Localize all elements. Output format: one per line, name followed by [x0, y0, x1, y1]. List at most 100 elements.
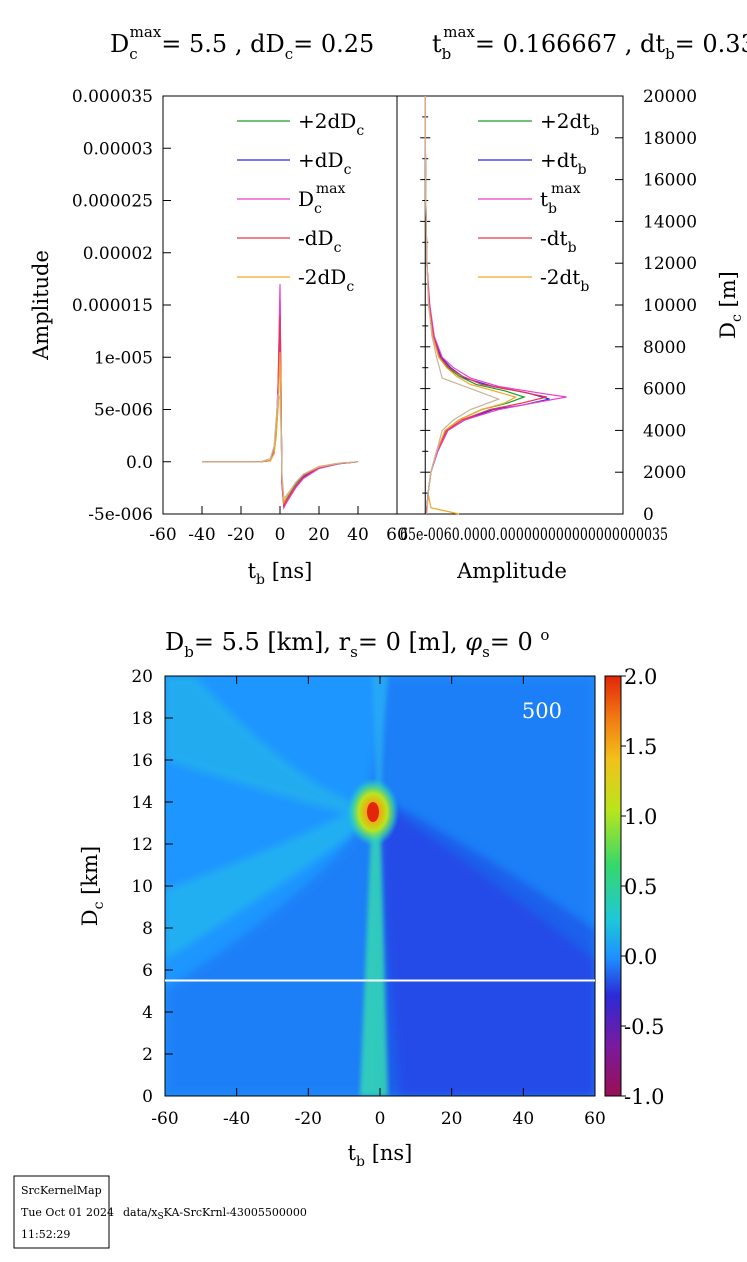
- left-y-tick-label: 0.000025: [72, 192, 153, 212]
- legend-entry: +2dtb: [540, 109, 599, 139]
- colorbar-tick-label: 0.5: [624, 875, 657, 899]
- footer-stamp-box: [13, 1175, 110, 1249]
- right-panel-x-ticks-label: 65e-0060.0000.000000000000000000035: [400, 525, 668, 545]
- heatmap-x-tick-label: -40: [223, 1109, 250, 1129]
- right-y-tick-label: 18000: [643, 129, 697, 149]
- heatmap-x-tick-label: 40: [513, 1109, 535, 1129]
- right-series-line: [424, 96, 518, 515]
- legend-entry: +dDc: [298, 148, 352, 178]
- left-x-tick-label: -40: [188, 525, 215, 545]
- heatmap-y-tick-label: 16: [131, 751, 153, 771]
- left-y-tick-label: 0.0: [126, 453, 153, 473]
- left-series-line: [202, 393, 359, 500]
- heatmap-y-tick-label: 8: [142, 919, 153, 939]
- right-y-tick-label: 2000: [643, 463, 686, 483]
- heatmap-ylabel: Dc [km]: [78, 846, 107, 926]
- left-panel-xlabel: tb [ns]: [248, 559, 313, 588]
- heatmap-y-tick-label: 0: [142, 1087, 153, 1107]
- left-y-tick-label: 0.000035: [72, 87, 153, 107]
- colorbar-ticks: -1.0 -0.5 0.0 0.5 1.0 1.5 2.0: [621, 665, 665, 1109]
- heatmap-x-tick-label: 0: [375, 1109, 386, 1129]
- bottom-title: Db= 5.5 [km], rs= 0 [m], φs= 0 o: [165, 626, 549, 661]
- right-y-tick-label: 16000: [643, 171, 697, 191]
- right-series-line: [424, 96, 547, 515]
- right-panel-ylabel: Dc [m]: [716, 271, 745, 339]
- left-y-tick-label: 0.00002: [83, 244, 153, 264]
- kernel-map: 500 -60 -40 -20 0 20 40 60 0 2 4 6 8 10 12 14 16 18 20 t…: [78, 665, 665, 1170]
- right-panel-frame: [396, 95, 624, 515]
- left-panel-y-ticks: -5e-006 0.0 5e-006 1e-005 0.000015 0.00002 0.0…: [72, 87, 171, 525]
- colorbar-tick-label: -0.5: [624, 1015, 665, 1039]
- legend-entry: -dtb: [540, 226, 577, 256]
- left-panel-ylabel: Amplitude: [29, 250, 53, 361]
- right-y-tick-label: 8000: [643, 338, 686, 358]
- top-title: Dcmax= 5.5 , dDc= 0.25 tbmax= 0.166667 ,…: [110, 23, 747, 63]
- heatmap-y-tick-label: 14: [131, 793, 153, 813]
- legend-entry: -dDc: [298, 226, 342, 256]
- left-x-tick-label: 0: [275, 525, 286, 545]
- left-panel-x-ticks: -60 -40 -20 0 20 40 60: [149, 506, 408, 545]
- left-panel-series: [202, 284, 359, 510]
- legend-entry: -2dtb: [540, 265, 589, 295]
- heatmap-x-ticks: -60 -40 -20 0 20 40 60: [151, 676, 606, 1129]
- top-title-left: Dcmax= 5.5 , dDc= 0.25: [110, 23, 374, 63]
- colorbar-tick-label: 1.5: [624, 735, 657, 759]
- left-x-tick-label: -60: [149, 525, 176, 545]
- right-panel-xlabel: Amplitude: [456, 559, 567, 583]
- top-title-right: tbmax= 0.166667 , dtb= 0.33: [432, 23, 747, 63]
- right-series-line: [424, 96, 526, 515]
- heatmap-x-tick-label: -20: [295, 1109, 322, 1129]
- heatmap-y-tick-label: 20: [131, 667, 153, 687]
- left-x-tick-label: 60: [386, 525, 408, 545]
- right-panel-series: [424, 96, 567, 515]
- left-panel: -5e-006 0.0 5e-006 1e-005 0.000015 0.00002 0.0…: [29, 87, 408, 588]
- right-panel: 0 2000 4000 6000 8000 10000 12000 14000 16000 180…: [396, 87, 745, 583]
- colorbar-tick-label: -1.0: [624, 1085, 665, 1109]
- colorbar-tick-label: 1.0: [624, 805, 657, 829]
- left-x-tick-label: -20: [227, 525, 254, 545]
- left-y-tick-label: 1e-005: [94, 348, 153, 368]
- right-y-tick-label: 10000: [643, 296, 697, 316]
- footer-date: Tue Oct 01 2024: [21, 1206, 114, 1219]
- heatmap-y-ticks: 0 2 4 6 8 10 12 14 16 18 20: [131, 667, 173, 1107]
- footer: SrcKernelMap Tue Oct 01 2024 11:52:29 da…: [13, 1175, 307, 1249]
- right-y-tick-label: 20000: [643, 87, 697, 107]
- right-series-line: [424, 96, 550, 515]
- heatmap-y-tick-label: 12: [131, 835, 153, 855]
- heatmap-y-tick-label: 6: [142, 961, 153, 981]
- colorbar-tick-label: 2.0: [624, 665, 657, 689]
- left-y-tick-label: 0.00003: [83, 139, 153, 159]
- right-y-tick-label: 12000: [643, 254, 697, 274]
- heatmap-y-tick-label: 10: [131, 877, 153, 897]
- legend-entry: tbmax: [540, 181, 581, 217]
- heatmap-y-tick-label: 2: [142, 1045, 153, 1065]
- right-series-line: [424, 96, 501, 515]
- colorbar-tick-label: 0.0: [624, 945, 657, 969]
- right-y-tick-label: 4000: [643, 421, 686, 441]
- heatmap-y-tick-label: 4: [142, 1003, 153, 1023]
- left-y-tick-label: 5e-006: [94, 401, 153, 421]
- left-x-tick-label: 20: [308, 525, 330, 545]
- heatmap-x-tick-label: -60: [151, 1109, 178, 1129]
- legend-entry: +dtb: [540, 148, 587, 178]
- right-y-tick-label: 6000: [643, 380, 686, 400]
- legend-entry: Dcmax: [298, 181, 346, 217]
- right-y-tick-label: 0: [643, 505, 654, 525]
- legend-entry: -2dDc: [298, 265, 354, 295]
- heatmap-image: [165, 676, 595, 1096]
- right-y-tick-label: 14000: [643, 212, 697, 232]
- footer-path: data/xSKA-SrcKrnl-43005500000: [123, 1206, 307, 1222]
- left-y-tick-label: -5e-006: [88, 505, 153, 525]
- heatmap-xlabel: tb [ns]: [348, 1141, 413, 1170]
- legend-entry: +2dDc: [298, 109, 364, 139]
- heatmap-x-tick-label: 20: [441, 1109, 463, 1129]
- left-series-line: [202, 351, 359, 505]
- footer-time: 11:52:29: [21, 1228, 70, 1241]
- heatmap-x-tick-label: 60: [584, 1109, 606, 1129]
- left-y-tick-label: 0.000015: [72, 296, 153, 316]
- colorbar: [604, 675, 622, 1097]
- heatmap-y-tick-label: 18: [131, 709, 153, 729]
